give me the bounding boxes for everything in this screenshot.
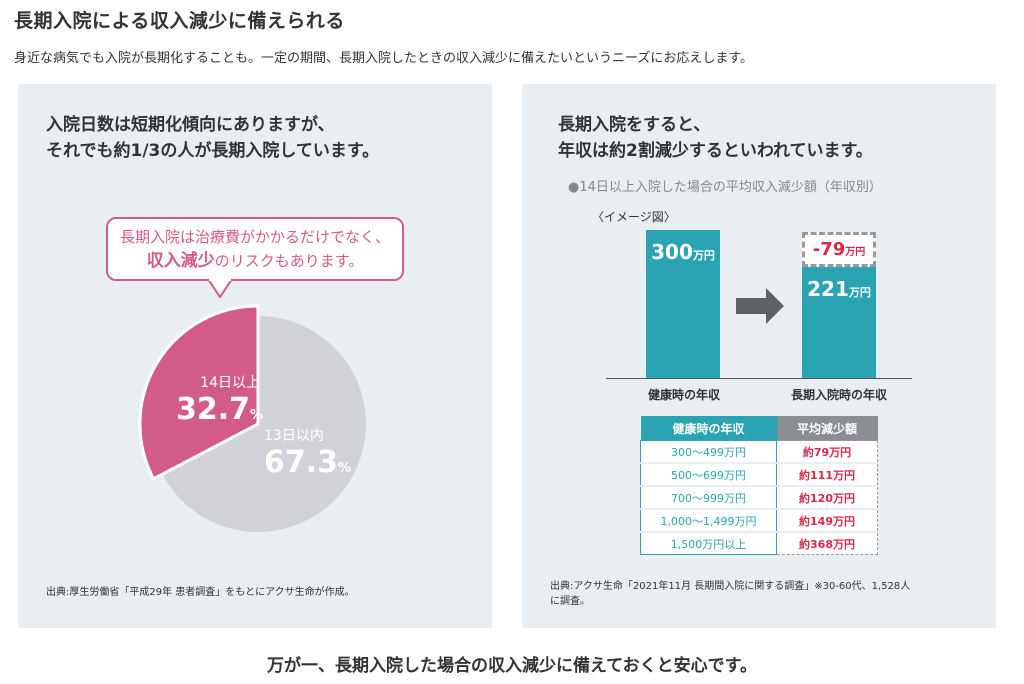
income-reduction-panel: 長期入院をすると、 年収は約2割減少するといわれています。 ●14日以上入院した…: [522, 84, 996, 628]
healthy-bar-caption: 健康時の年収: [647, 388, 720, 402]
table-row: 300〜499万円 約79万円: [640, 440, 878, 464]
table-cell-reduction: 約111万円: [776, 462, 878, 487]
right-heading: 長期入院をすると、 年収は約2割減少するといわれています。: [558, 112, 873, 164]
image-label: 〈イメージ図〉: [592, 210, 676, 224]
table-cell-income: 1,000〜1,499万円: [640, 508, 777, 533]
table-cell-income: 500〜699万円: [640, 462, 777, 487]
page-title: 長期入院による収入減少に備えられる: [14, 10, 345, 32]
hospital-bar-unit: 万円: [848, 286, 871, 299]
hospital-bar-value: 221: [807, 277, 849, 301]
table-row: 1,000〜1,499万円 約149万円: [640, 508, 878, 533]
table-row: 1,500万円以上 約368万円: [640, 531, 878, 555]
bubble-line2: 収入減少のリスクもあります。: [108, 249, 402, 273]
table-row: 500〜699万円 約111万円: [640, 462, 878, 487]
hospital-bar-caption: 長期入院時の年収: [790, 388, 887, 402]
table-cell-reduction: 約120万円: [776, 485, 878, 510]
healthy-bar-label: 300万円: [646, 240, 720, 264]
healthy-income-bar: 300万円: [646, 230, 720, 378]
reduction-unit: 万円: [845, 247, 866, 258]
reduction-value: -79: [812, 239, 846, 260]
pie-short-label: 13日以内: [264, 428, 324, 444]
pie-slice-14-days-or-more: [138, 304, 260, 481]
hospital-days-panel: 入院日数は短期化傾向にありますが、 それでも約1/3の人が長期入院しています。 …: [18, 84, 492, 628]
risk-speech-bubble: 長期入院は治療費がかかるだけでなく、 収入減少のリスクもあります。: [106, 217, 404, 281]
table-cell-income: 300〜499万円: [640, 440, 777, 464]
pie-short-value: 67.3: [264, 445, 339, 480]
right-heading-line1: 長期入院をすると、: [558, 115, 711, 135]
pie-label-short: 13日以内 67.3%: [264, 425, 351, 480]
right-source-line1: 出典:アクサ生命「2021年11月 長期間入院に関する調査」※30-60代、1,…: [550, 581, 911, 592]
table-cell-income: 700〜999万円: [640, 485, 777, 510]
bubble-tail: [208, 279, 234, 299]
right-heading-line2: 年収は約2割減少するといわれています。: [558, 141, 873, 161]
table-header-income: 健康時の年収: [640, 416, 777, 441]
healthy-bar-value: 300: [651, 240, 693, 264]
table-row: 700〜999万円 約120万円: [640, 485, 878, 510]
left-heading: 入院日数は短期化傾向にありますが、 それでも約1/3の人が長期入院しています。: [46, 112, 379, 164]
pie-short-percent: %: [338, 461, 352, 476]
table-header-row: 健康時の年収 平均減少額: [640, 416, 878, 441]
left-heading-line1: 入院日数は短期化傾向にありますが、: [46, 115, 335, 135]
right-arrow-icon: [736, 288, 784, 324]
bar-baseline: [606, 378, 912, 379]
pie-long-value: 32.7: [176, 392, 251, 427]
bubble-rest-text: のリスクもあります。: [214, 252, 364, 270]
pie-long-label: 14日以上: [200, 375, 260, 391]
right-source-note: 出典:アクサ生命「2021年11月 長期間入院に関する調査」※30-60代、1,…: [550, 579, 990, 609]
table-cell-income: 1,500万円以上: [640, 531, 777, 555]
income-reduction-table: 健康時の年収 平均減少額 300〜499万円 約79万円 500〜699万円 約11…: [640, 416, 878, 555]
left-source-note: 出典:厚生労働省「平成29年 患者調査」をもとにアクサ生命が作成。: [46, 587, 355, 598]
table-cell-reduction: 約149万円: [776, 508, 878, 533]
pie-long-percent: %: [250, 408, 264, 423]
table-cell-reduction: 約368万円: [776, 531, 878, 555]
hospital-bar-label: 221万円: [802, 277, 876, 301]
right-source-line2: に調査。: [550, 596, 590, 607]
hospital-income-bar: 221万円: [802, 267, 876, 378]
pie-label-long: 14日以上 32.7%: [176, 372, 264, 427]
bubble-strong-text: 収入減少: [146, 251, 215, 271]
page-description: 身近な病気でも入院が長期化することも。一定の期間、長期入院したときの収入減少に備…: [14, 51, 754, 66]
bubble-line1: 長期入院は治療費がかかるだけでなく、: [119, 228, 390, 246]
chart-subtitle: ●14日以上入院した場合の平均収入減少額（年収別）: [568, 180, 882, 195]
hospital-days-pie-chart: [138, 304, 366, 532]
table-header-reduction: 平均減少額: [776, 416, 878, 441]
healthy-bar-unit: 万円: [692, 249, 715, 262]
bottom-message: 万が一、長期入院した場合の収入減少に備えておくと安心です。: [267, 656, 757, 676]
left-heading-line2: それでも約1/3の人が長期入院しています。: [46, 141, 380, 161]
pie-slice-13-days-or-less: [162, 316, 366, 532]
table-cell-reduction: 約79万円: [776, 440, 878, 464]
reduction-box: -79万円: [802, 232, 876, 267]
